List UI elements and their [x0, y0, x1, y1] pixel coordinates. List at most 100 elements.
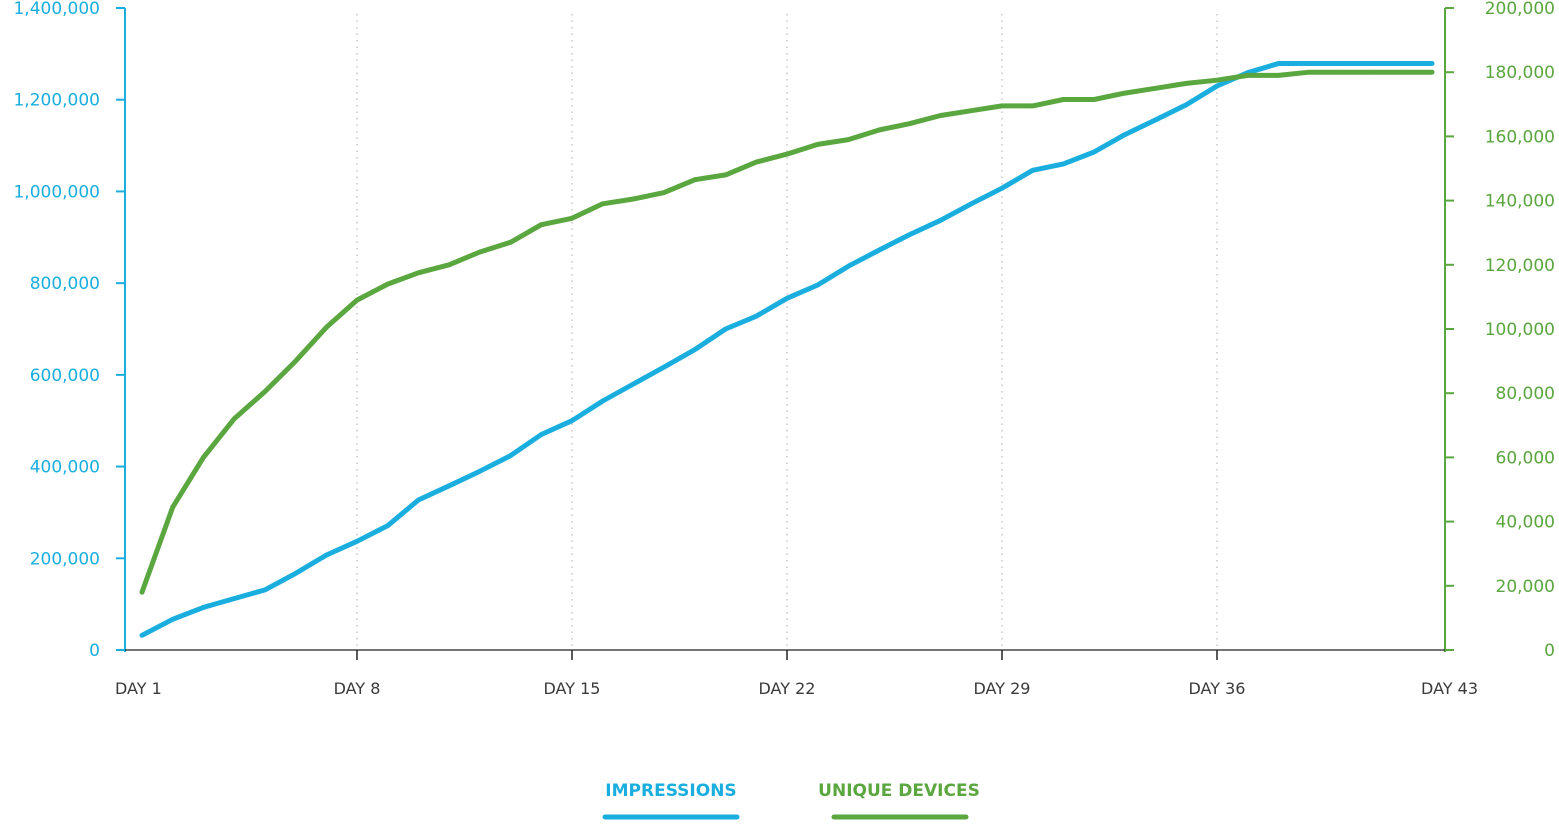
y-right-tick-label: 160,000	[1485, 127, 1555, 147]
data-point-impressions	[1153, 117, 1158, 123]
data-point-unique-devices	[969, 108, 974, 113]
y-right-tick-label: 80,000	[1496, 384, 1555, 404]
x-tick-label: DAY 15	[544, 679, 601, 698]
data-point-impressions	[539, 432, 544, 437]
data-point-impressions	[999, 186, 1005, 191]
data-point-unique-devices	[815, 142, 820, 147]
data-point-impressions	[1276, 61, 1281, 66]
data-point-impressions	[324, 552, 329, 558]
data-point-unique-devices	[139, 590, 145, 595]
x-tick-label: DAY 43	[1421, 679, 1478, 698]
data-point-unique-devices	[539, 222, 544, 227]
data-point-impressions	[139, 633, 145, 638]
data-point-unique-devices	[1245, 73, 1250, 78]
data-point-unique-devices	[876, 127, 882, 133]
legend-item-impressions[interactable]: IMPRESSIONS	[602, 781, 740, 820]
data-point-impressions	[1061, 161, 1066, 167]
x-tick-label: DAY 29	[974, 679, 1031, 698]
data-point-impressions	[262, 587, 268, 593]
data-point-impressions	[1122, 132, 1128, 137]
x-tick-label: DAY 36	[1189, 679, 1246, 698]
y-right-tick-label: 20,000	[1496, 577, 1555, 597]
y-right-tick-label: 140,000	[1485, 192, 1555, 212]
legend-label-unique-devices: UNIQUE DEVICES	[818, 781, 980, 801]
data-point-unique-devices	[1091, 97, 1097, 102]
data-point-unique-devices	[1153, 86, 1158, 91]
y-right-tick-label: 40,000	[1496, 513, 1555, 533]
data-point-impressions	[754, 314, 759, 319]
data-point-unique-devices	[1306, 70, 1312, 75]
data-point-unique-devices	[354, 297, 360, 303]
legend-label-impressions: IMPRESSIONS	[605, 781, 736, 801]
data-point-unique-devices	[1368, 70, 1373, 75]
data-point-unique-devices	[416, 270, 421, 275]
data-point-unique-devices	[477, 249, 483, 255]
y-right-tick-label: 0	[1544, 641, 1555, 661]
data-point-unique-devices	[262, 389, 268, 394]
data-point-unique-devices	[385, 281, 390, 287]
data-point-unique-devices	[231, 416, 237, 422]
data-point-unique-devices	[1429, 70, 1435, 75]
data-point-unique-devices	[1184, 81, 1189, 86]
data-point-unique-devices	[1399, 70, 1404, 75]
y-left-tick-label: 600,000	[30, 366, 100, 386]
data-point-unique-devices	[723, 172, 728, 178]
data-point-unique-devices	[1276, 73, 1281, 78]
data-point-impressions	[1214, 83, 1220, 89]
y-left-tick-label: 1,400,000	[13, 0, 100, 19]
data-point-impressions	[600, 398, 605, 404]
data-point-impressions	[661, 364, 667, 370]
x-tick-label: DAY 22	[759, 679, 816, 698]
legend: IMPRESSIONS UNIQUE DEVICES	[602, 781, 980, 820]
data-point-unique-devices	[784, 151, 790, 157]
data-point-unique-devices	[600, 201, 605, 206]
y-right-tick-label: 120,000	[1485, 256, 1555, 276]
data-point-unique-devices	[661, 190, 667, 195]
data-point-impressions	[508, 453, 513, 458]
data-point-unique-devices	[1122, 90, 1128, 96]
data-point-impressions	[1306, 61, 1312, 66]
data-point-impressions	[723, 326, 728, 332]
data-point-unique-devices	[293, 358, 298, 364]
data-point-impressions	[907, 232, 913, 237]
data-point-impressions	[692, 347, 698, 352]
y-left-tick-label: 200,000	[30, 549, 100, 569]
data-point-unique-devices	[569, 216, 575, 221]
data-point-impressions	[938, 218, 943, 223]
data-point-impressions	[876, 247, 882, 253]
data-point-impressions	[170, 617, 175, 622]
y-left-tick-label: 800,000	[30, 274, 100, 294]
data-point-unique-devices	[1030, 103, 1035, 109]
data-point-impressions	[1091, 149, 1097, 155]
y-left-tick-label: 1,000,000	[13, 182, 100, 202]
data-point-unique-devices	[1337, 70, 1343, 75]
data-point-impressions	[1429, 61, 1435, 66]
data-point-impressions	[969, 201, 974, 206]
data-point-impressions	[477, 469, 483, 474]
legend-item-unique-devices[interactable]: UNIQUE DEVICES	[818, 781, 980, 820]
data-point-impressions	[1184, 102, 1189, 108]
data-point-impressions	[201, 605, 206, 610]
data-point-impressions	[446, 483, 452, 488]
data-point-impressions	[1399, 61, 1404, 66]
data-point-unique-devices	[938, 113, 943, 118]
y-right-tick-label: 60,000	[1496, 448, 1555, 468]
y-left-tick-label: 400,000	[30, 458, 100, 478]
data-point-unique-devices	[631, 196, 636, 202]
y-right-tick-label: 100,000	[1485, 320, 1555, 340]
data-point-unique-devices	[999, 103, 1005, 109]
data-point-unique-devices	[446, 262, 452, 267]
series-layer	[139, 61, 1435, 638]
data-point-impressions	[784, 296, 790, 301]
ticks-layer: 0 200,000 400,000 600,000 800,000 1,000,000 1,…	[13, 0, 1555, 698]
y-right-tick-label: 180,000	[1485, 63, 1555, 83]
data-point-impressions	[293, 571, 298, 576]
data-point-impressions	[1030, 168, 1035, 173]
data-point-unique-devices	[846, 137, 851, 142]
data-point-unique-devices	[692, 177, 698, 182]
data-point-impressions	[385, 523, 390, 528]
data-point-impressions	[1337, 61, 1343, 66]
grid-layer	[356, 14, 1218, 650]
